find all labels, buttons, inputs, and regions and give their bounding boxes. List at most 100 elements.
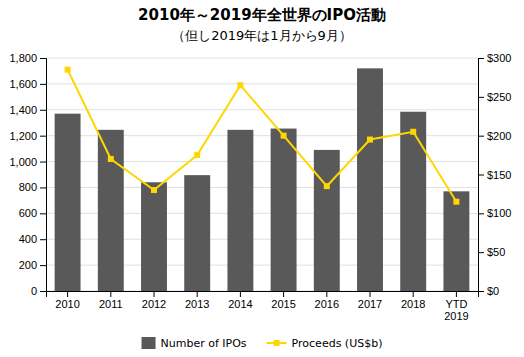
tick: 800 — [19, 181, 46, 193]
tick: 2018 — [401, 291, 425, 310]
tick-label: 400 — [19, 233, 37, 245]
legend-label: Proceeds (US$b) — [292, 337, 383, 350]
axis-line — [40, 59, 47, 292]
tick: 0 — [31, 285, 46, 297]
bar — [271, 129, 297, 291]
tick-mark — [326, 291, 327, 297]
tick: $300 — [478, 52, 511, 64]
legend-marker — [274, 340, 280, 346]
marks — [55, 67, 470, 291]
tick: 600 — [19, 207, 46, 219]
tick-label: 2013 — [185, 298, 209, 310]
tick-mark — [67, 291, 68, 297]
tick-label: 2014 — [228, 298, 252, 310]
tick-mark — [478, 175, 484, 176]
tick-mark — [478, 252, 484, 253]
tick: $50 — [478, 246, 505, 258]
tick: 1,200 — [9, 130, 46, 142]
tick-mark — [478, 58, 484, 59]
tick: 2012 — [142, 291, 166, 310]
tick-mark — [40, 213, 46, 214]
line — [68, 70, 457, 202]
tick: 200 — [19, 259, 46, 271]
grid-line — [46, 58, 478, 59]
tick-label: 200 — [19, 259, 37, 271]
tick-mark — [40, 58, 46, 59]
tick: 2014 — [228, 291, 252, 310]
legend-swatch — [142, 337, 156, 349]
tick: $200 — [478, 130, 511, 142]
tick-label: 2018 — [401, 298, 425, 310]
tick-label: $50 — [487, 246, 505, 258]
axis: 201020112012201320142015201620172018YTD2… — [47, 291, 479, 322]
tick: $0 — [478, 285, 499, 297]
tick-mark — [478, 136, 484, 137]
tick-mark — [456, 291, 457, 297]
tick-mark — [40, 239, 46, 240]
bar — [55, 114, 81, 291]
chart: 2010年～2019年全世界のIPO活動 （但し2019年は1月から9月） 0 200… — [0, 0, 524, 357]
tick-label: 800 — [19, 181, 37, 193]
tick-label: 1,400 — [9, 104, 37, 116]
bar — [98, 130, 124, 291]
bar — [141, 182, 167, 291]
tick-label: 2016 — [315, 298, 339, 310]
tick-mark — [283, 291, 284, 297]
legend-item: Number of IPOs — [142, 337, 247, 350]
tick-label: 1,800 — [9, 52, 37, 64]
subtitle: （但し2019年は1月から9月） — [172, 28, 352, 43]
tick-mark — [40, 162, 46, 163]
tick: 2010 — [55, 291, 79, 310]
tick-mark — [40, 110, 46, 111]
tick: 1,000 — [9, 156, 46, 168]
marker — [65, 67, 71, 73]
bar — [357, 68, 383, 291]
tick: $100 — [478, 207, 511, 219]
marker — [410, 129, 416, 135]
grid-line — [46, 83, 478, 84]
tick-label: $200 — [487, 130, 511, 142]
tick-label: 600 — [19, 207, 37, 219]
tick-mark — [478, 97, 484, 98]
tick-mark — [40, 291, 46, 292]
marker — [281, 133, 287, 139]
tick-label: YTD2019 — [444, 298, 468, 323]
tick-label: $150 — [487, 169, 511, 181]
tick: 2015 — [271, 291, 295, 310]
tick-mark — [197, 291, 198, 297]
tick-label: $100 — [487, 207, 511, 219]
marker — [194, 152, 200, 158]
tick: 1,400 — [9, 104, 46, 116]
tick-label: 2010 — [55, 298, 79, 310]
tick: 2011 — [99, 291, 123, 310]
tick-label: 2012 — [142, 298, 166, 310]
tick: YTD2019 — [444, 291, 468, 322]
tick-mark — [370, 291, 371, 297]
bar — [400, 112, 426, 291]
tick: $250 — [478, 91, 511, 103]
tick: 1,800 — [9, 52, 46, 64]
tick: 1,600 — [9, 78, 46, 90]
tick-mark — [110, 291, 111, 297]
legend-label: Number of IPOs — [161, 337, 247, 350]
tick-mark — [413, 291, 414, 297]
bar — [184, 175, 210, 291]
series-line — [65, 67, 460, 205]
tick-label: 0 — [31, 285, 37, 297]
marker — [237, 82, 243, 88]
tick: 2016 — [315, 291, 339, 310]
tick-label: $0 — [487, 285, 499, 297]
tick: 2013 — [185, 291, 209, 310]
title: 2010年～2019年全世界のIPO活動 — [138, 6, 386, 24]
tick-label: 1,000 — [9, 156, 37, 168]
tick-mark — [240, 291, 241, 297]
tick-mark — [40, 136, 46, 137]
legend-item: Proceeds (US$b) — [267, 337, 383, 350]
tick-mark — [40, 187, 46, 188]
tick-mark — [154, 291, 155, 297]
tick-mark — [40, 265, 46, 266]
tick-label: 1,200 — [9, 130, 37, 142]
marker — [151, 187, 157, 193]
bar — [443, 191, 469, 291]
marker — [367, 137, 373, 143]
